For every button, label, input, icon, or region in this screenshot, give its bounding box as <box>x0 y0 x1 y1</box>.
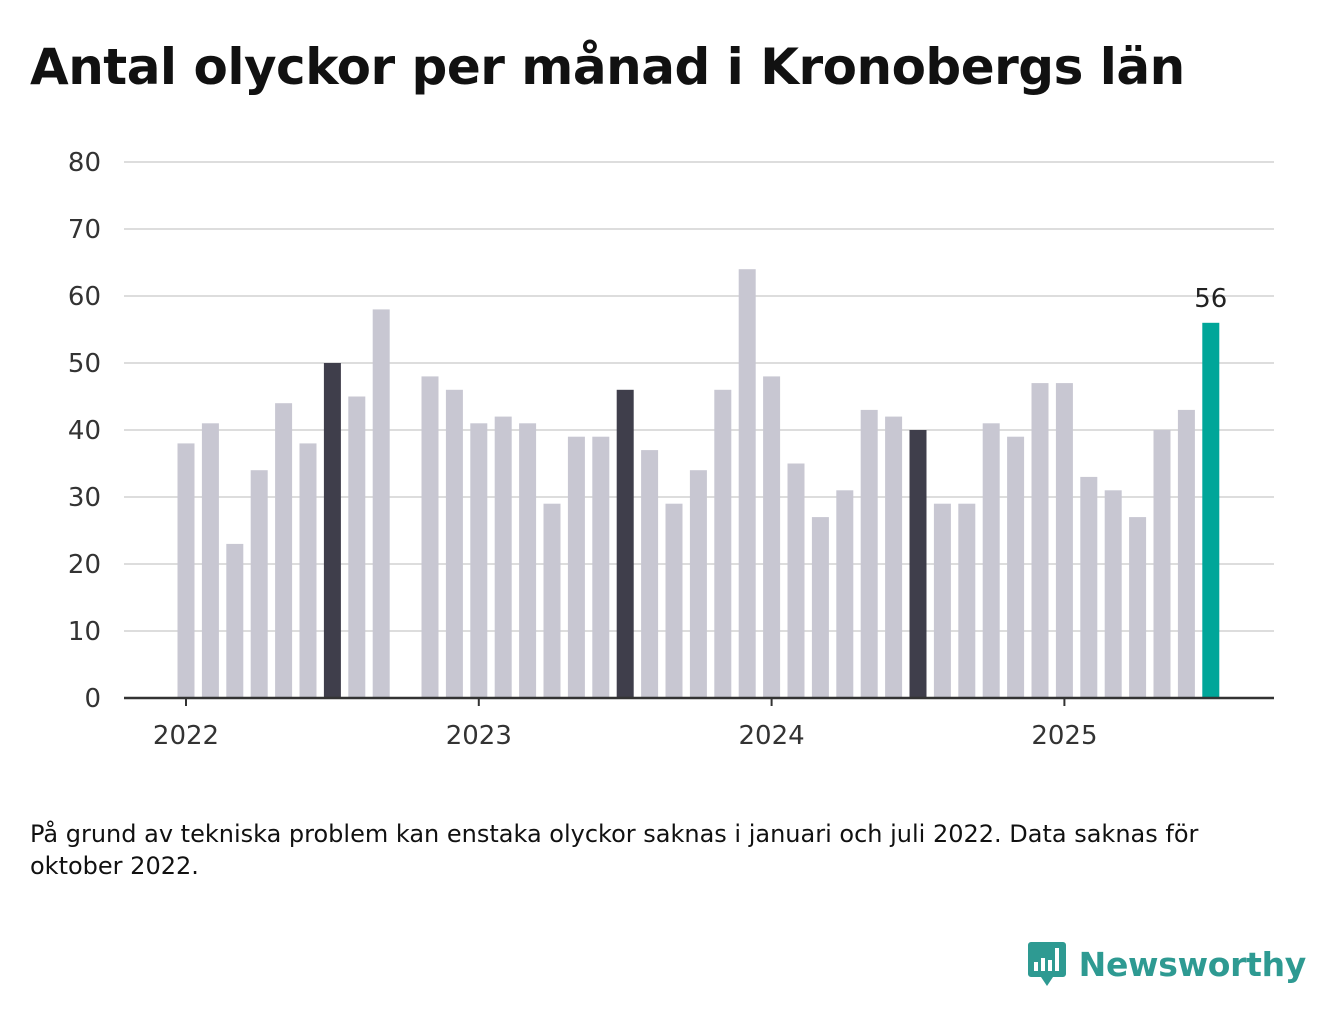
x-tick-label: 2024 <box>739 721 805 751</box>
bar-2023-03 <box>519 423 537 698</box>
bar-2024-02 <box>787 463 805 698</box>
newsworthy-logo-icon <box>1027 942 1066 986</box>
bar-2022-09 <box>372 309 390 698</box>
bar-2024-04 <box>836 490 854 698</box>
data-labels: 56 <box>1194 284 1227 314</box>
x-tick-label: 2022 <box>153 721 219 751</box>
bar-2022-06 <box>299 443 317 698</box>
bar-2024-11 <box>1007 436 1025 698</box>
y-tick-label: 20 <box>68 550 101 580</box>
brand-name: Newsworthy <box>1078 944 1307 984</box>
bar-2023-07 <box>616 389 634 698</box>
bar-2022-07 <box>323 363 341 698</box>
bar-2023-10 <box>689 470 707 698</box>
bar-2022-11 <box>421 376 439 698</box>
bar-2024-07 <box>909 430 927 698</box>
bar-2025-01 <box>1055 383 1073 698</box>
brand: Newsworthy <box>1027 940 1306 988</box>
bar-chart: 0 10 20 30 40 50 60 70 80 2022 2023 2024 2025 56 <box>68 148 1274 751</box>
bar-2025-04 <box>1129 517 1147 698</box>
bar-2024-10 <box>982 423 1000 698</box>
bar-2025-07 <box>1202 322 1220 698</box>
bar-2023-09 <box>665 503 683 698</box>
bar-2022-02 <box>201 423 219 698</box>
y-tick-label: 40 <box>68 416 101 446</box>
bar-2023-01 <box>470 423 488 698</box>
y-tick-label: 10 <box>68 617 101 647</box>
y-tick-label: 80 <box>68 148 101 178</box>
x-axis: 2022 2023 2024 2025 <box>124 696 1274 751</box>
footnote: På grund av tekniska problem kan enstaka… <box>30 820 1199 880</box>
bar-2025-06 <box>1177 409 1195 698</box>
x-tick-label: 2025 <box>1031 721 1097 751</box>
bar-2023-04 <box>543 503 561 698</box>
y-tick-label: 0 <box>84 684 101 714</box>
bar-2024-12 <box>1031 383 1049 698</box>
chart-title: Antal olyckor per månad i Kronobergs län <box>30 38 1185 96</box>
bar-2024-09 <box>958 503 976 698</box>
bar-2024-06 <box>885 416 903 698</box>
bar-2023-11 <box>714 389 732 698</box>
bar-2022-04 <box>250 470 268 698</box>
bar-2025-05 <box>1153 430 1171 698</box>
y-tick-label: 50 <box>68 349 101 379</box>
bar-2024-08 <box>933 503 951 698</box>
y-tick-label: 70 <box>68 215 101 245</box>
bar-2023-12 <box>738 269 756 698</box>
y-tick-label: 60 <box>68 282 101 312</box>
bar-2022-08 <box>348 396 366 698</box>
bar-2022-12 <box>445 389 463 698</box>
bar-2023-05 <box>567 436 585 698</box>
bar-2023-08 <box>641 450 659 698</box>
bar-2024-03 <box>811 517 829 698</box>
bar-2023-06 <box>592 436 610 698</box>
bar-2024-01 <box>763 376 781 698</box>
bar-2023-02 <box>494 416 512 698</box>
bar-2022-03 <box>226 543 244 698</box>
bar-2025-02 <box>1080 476 1098 698</box>
y-axis: 0 10 20 30 40 50 60 70 80 <box>68 148 101 714</box>
x-tick-label: 2023 <box>446 721 512 751</box>
bar-2024-05 <box>860 409 878 698</box>
bar-2022-05 <box>275 403 293 698</box>
bar-2025-03 <box>1104 490 1122 698</box>
y-tick-label: 30 <box>68 483 101 513</box>
latest-value-label: 56 <box>1194 284 1227 314</box>
bar-2022-01 <box>177 443 195 698</box>
bars <box>177 269 1220 698</box>
